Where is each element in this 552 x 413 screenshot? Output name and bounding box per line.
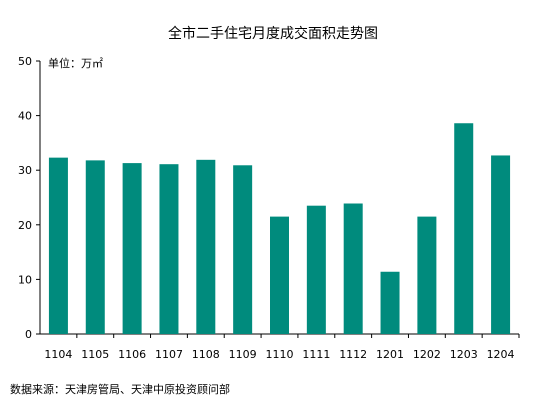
axes: [36, 60, 520, 338]
y-tick-label: 40: [18, 110, 32, 123]
bar-1107: [159, 164, 179, 334]
bar-1104: [48, 157, 68, 334]
bar-1203: [454, 123, 474, 334]
x-tick-label: 1110: [266, 348, 294, 361]
x-tick-labels: 1104 1105 1106 1107 1108 1109 1110 1111 1112 1201…: [44, 348, 514, 361]
bar-1106: [122, 163, 142, 334]
x-tick-label: 1104: [44, 348, 72, 361]
x-tick-label: 1109: [229, 348, 257, 361]
bars: [48, 123, 511, 334]
x-tick-label: 1201: [376, 348, 404, 361]
x-tick-label: 1202: [413, 348, 441, 361]
bar-1105: [85, 160, 105, 334]
bar-1201: [380, 271, 400, 334]
y-tick-label: 0: [25, 328, 32, 341]
bar-1112: [343, 203, 363, 334]
y-tick-label: 20: [18, 219, 32, 232]
y-tick-label: 50: [18, 55, 32, 68]
y-tick-label: 30: [18, 164, 32, 177]
chart-title: 全市二手住宅月度成交面积走势图: [168, 25, 378, 42]
x-tick-label: 1204: [487, 348, 515, 361]
bar-1109: [233, 165, 253, 334]
bar-1204: [491, 155, 511, 334]
x-tick-label: 1112: [339, 348, 367, 361]
x-tick-label: 1203: [450, 348, 478, 361]
x-tick-label: 1108: [192, 348, 220, 361]
x-tick-label: 1106: [118, 348, 146, 361]
source-note: 数据来源：天津房管局、天津中原投资顾问部: [10, 382, 230, 396]
y-tick-labels: 0 10 20 30 40 50: [18, 55, 32, 341]
y-tick-label: 10: [18, 273, 32, 286]
x-tick-label: 1105: [81, 348, 109, 361]
bar-1111: [306, 205, 326, 334]
bar-1108: [196, 159, 216, 334]
bar-1202: [417, 216, 437, 334]
unit-label: 单位：万㎡: [48, 56, 103, 70]
x-tick-label: 1111: [302, 348, 330, 361]
bar-1110: [270, 216, 289, 334]
x-tick-label: 1107: [155, 348, 183, 361]
